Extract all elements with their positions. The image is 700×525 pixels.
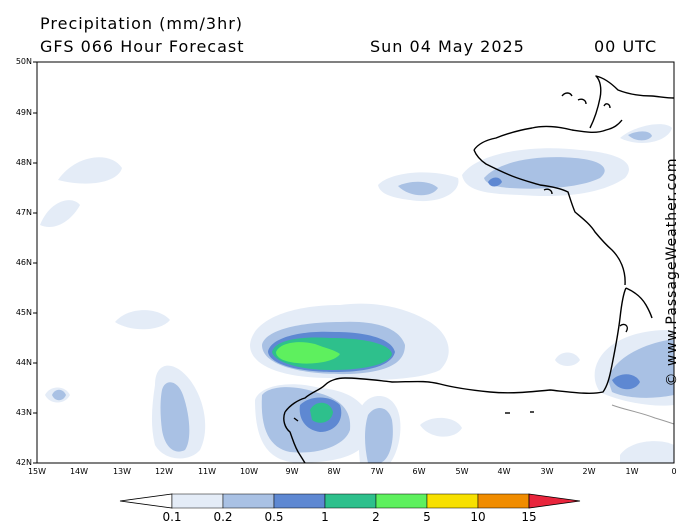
lat-label: 46N <box>15 258 32 267</box>
forecast-date: Sun 04 May 2025 <box>370 37 525 56</box>
legend-label: 2 <box>372 510 380 524</box>
lon-label: 12W <box>154 467 174 476</box>
lon-label: 13W <box>112 467 132 476</box>
site-credit: © www.PassageWeather.com <box>664 157 680 387</box>
lon-label: 0 <box>671 467 677 476</box>
lon-label: 5W <box>455 467 469 476</box>
forecast-model: GFS 066 Hour Forecast <box>40 37 245 56</box>
lat-label: 50N <box>15 57 32 66</box>
lon-label: 14W <box>69 467 89 476</box>
lon-label: 3W <box>540 467 554 476</box>
legend-label: 15 <box>521 510 537 524</box>
precip-very-heavy <box>276 342 340 364</box>
legend-label: 0.5 <box>264 510 284 524</box>
lon-label: 4W <box>497 467 511 476</box>
axis-ticks <box>33 61 37 464</box>
coastline <box>283 75 674 463</box>
lon-label: 7W <box>370 467 384 476</box>
legend-label: 5 <box>423 510 431 524</box>
lat-label: 43N <box>15 408 32 417</box>
lon-label: 11W <box>197 467 217 476</box>
forecast-time: 00 UTC <box>594 37 658 56</box>
legend-label: 0.1 <box>162 510 182 524</box>
legend-label: 0.2 <box>213 510 233 524</box>
lon-label: 6W <box>412 467 426 476</box>
lon-label: 15W <box>27 467 47 476</box>
lon-label: 10W <box>239 467 259 476</box>
legend-label: 1 <box>321 510 329 524</box>
legend-colorbar <box>119 493 581 509</box>
lat-label: 48N <box>15 158 32 167</box>
lon-label: 1W <box>625 467 639 476</box>
lat-label: 49N <box>15 108 32 117</box>
legend-label: 10 <box>470 510 486 524</box>
lat-label: 42N <box>15 458 32 467</box>
map-title: Precipitation (mm/3hr) <box>40 14 244 33</box>
lat-label: 44N <box>15 358 32 367</box>
lon-label: 8W <box>327 467 341 476</box>
border-line <box>611 404 674 425</box>
lon-label: 9W <box>285 467 299 476</box>
lon-label: 2W <box>582 467 596 476</box>
lat-label: 47N <box>15 208 32 217</box>
lat-label: 45N <box>15 308 32 317</box>
